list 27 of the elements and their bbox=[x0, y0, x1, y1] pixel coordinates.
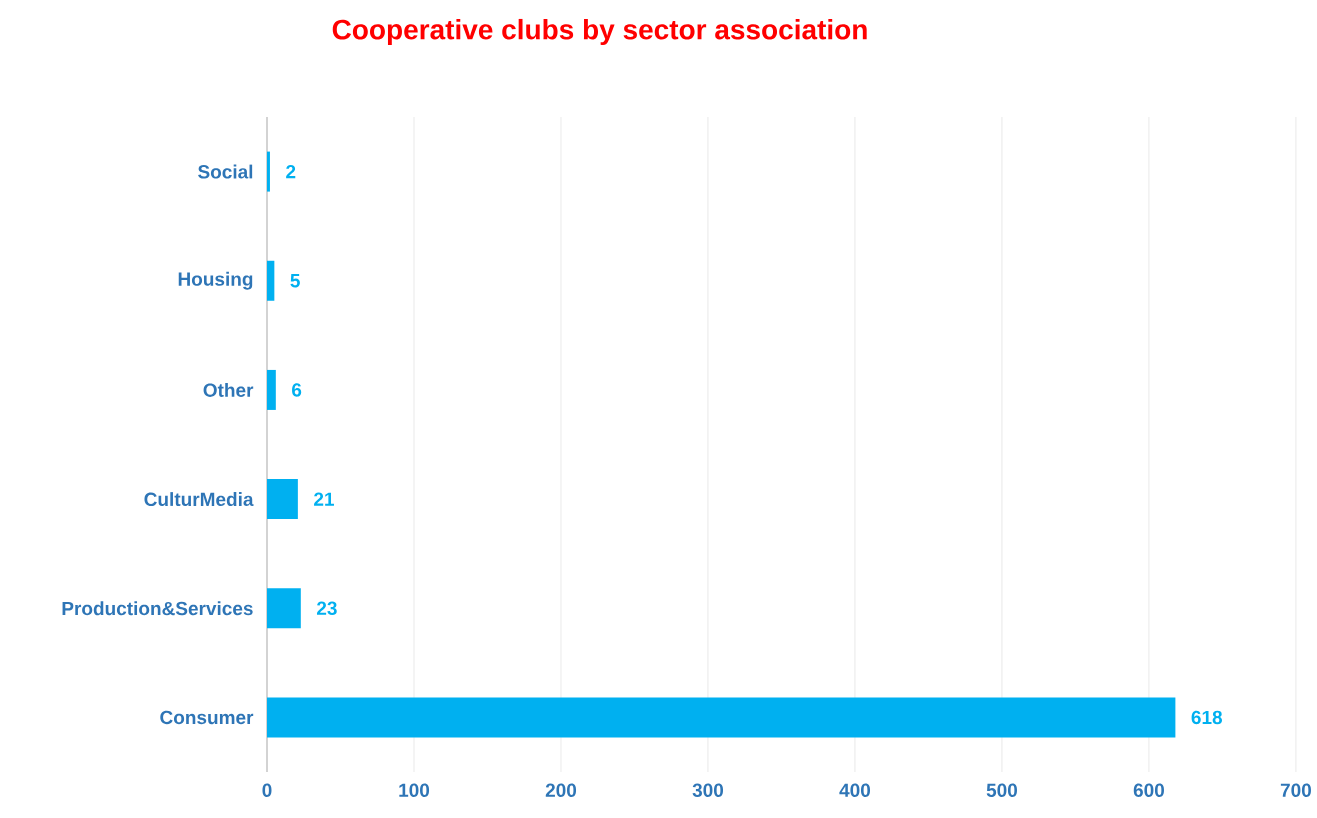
y-tick-label: Production&Services bbox=[62, 601, 253, 616]
y-tick-label: CulturMedia bbox=[144, 492, 254, 507]
chart-title: Cooperative clubs by sector association bbox=[332, 18, 867, 46]
bar bbox=[267, 151, 270, 192]
y-tick-label: Other bbox=[203, 382, 254, 397]
bar bbox=[267, 369, 276, 410]
data-label: 21 bbox=[314, 492, 334, 506]
x-tick-label: 700 bbox=[1280, 783, 1311, 797]
x-tick-label: 300 bbox=[692, 783, 724, 798]
y-tick-label: Consumer bbox=[160, 710, 254, 725]
y-tick-label: Social bbox=[198, 164, 253, 179]
data-label: 23 bbox=[316, 601, 337, 615]
x-tick-label: 200 bbox=[545, 783, 577, 797]
bar bbox=[267, 588, 301, 629]
data-label: 618 bbox=[1191, 710, 1223, 725]
x-tick-label: 0 bbox=[262, 783, 272, 797]
y-tick-label: Housing bbox=[178, 271, 253, 290]
x-tick-label: 100 bbox=[399, 783, 430, 797]
x-tick-label: 400 bbox=[839, 783, 871, 797]
x-tick-label: 500 bbox=[986, 783, 1017, 797]
bar bbox=[267, 479, 298, 520]
data-label: 6 bbox=[292, 383, 302, 397]
data-label: 5 bbox=[290, 274, 300, 288]
x-tick-label: 600 bbox=[1133, 783, 1164, 797]
data-label: 2 bbox=[286, 164, 296, 179]
bar bbox=[267, 260, 275, 301]
bar bbox=[267, 697, 1176, 738]
